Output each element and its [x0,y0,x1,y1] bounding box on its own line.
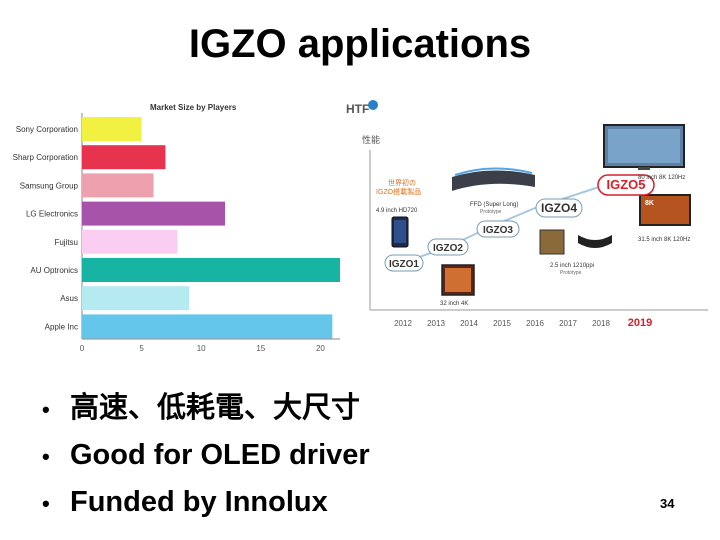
bullet-list: • 高速、低耗電、大尺寸 • Good for OLED driver • Funde… [42,385,370,526]
chart-category-label: LG Electronics [26,210,78,219]
svg-text:HTF: HTF [346,102,369,116]
bullet-item: • Good for OLED driver [42,439,370,471]
note-ffd: FFD (Super Long) [470,202,518,208]
note-phone: 4.9 inch HD720 [376,208,418,214]
chart-x-tick-label: 0 [80,344,85,353]
chart-title: Market Size by Players [150,103,237,112]
note-world-first-2: IGZO搭載製品 [376,187,421,196]
y-axis-label: 性能 [362,134,380,145]
slide-title: IGZO applications [188,22,532,66]
timeline-year-label: 2015 [493,319,511,328]
bullet-text: Good for OLED driver [70,439,370,471]
chart-bar [82,314,333,339]
chart-bar [82,258,340,282]
svg-text:IGZO3: IGZO3 [483,225,513,236]
svg-text:IGZO1: IGZO1 [389,259,419,270]
chart-category-label: Fujitsu [54,238,78,247]
phone-image [391,216,409,248]
bullet-item: • Funded by Innolux [42,486,328,518]
ffd-image [452,167,535,191]
note-tv-large: 80 inch 8K 120Hz [638,175,685,181]
chart-bar [82,201,226,226]
ppi-image [539,229,612,255]
page-number: 34 [660,496,675,511]
chart-x-tick-label: 15 [256,344,265,353]
timeline-year-label: 2017 [559,319,577,328]
note-ffd-sub: Prototype [480,209,502,215]
node-igzo3: IGZO3 [476,220,520,238]
note-tv-small: 31.5 inch 8K 120Hz [638,237,690,243]
chart-x-ticks: 0510152025 [80,344,326,353]
chart-category-label: Samsung Group [20,181,79,190]
svg-text:IGZO5: IGZO5 [606,177,645,192]
chart-bars [82,117,340,339]
chart-x-tick-label: 5 [139,344,144,353]
note-world-first-1: 世界初の [388,178,416,187]
chart-x-tick-label: 20 [316,344,325,353]
bullet-text: Funded by Innolux [70,486,328,518]
svg-text:8K: 8K [645,200,654,207]
chart-bar [82,286,190,311]
monitor-image [441,264,475,296]
chart-bar [82,173,154,198]
igzo-timeline: HTF 性能 2012 2013 2014 2015 2016 2017 2018 2019 … [346,100,708,329]
chart-category-label: Sony Corporation [16,125,78,134]
timeline-year-label: 2014 [460,319,478,328]
timeline-year-label: 2012 [394,319,412,328]
chart-bar [82,145,166,170]
chart-x-tick-label: 10 [197,344,206,353]
svg-text:IGZO4: IGZO4 [541,201,577,215]
market-size-chart: Market Size by Players Sony CorporationS… [13,103,340,353]
timeline-years: 2012 2013 2014 2015 2016 2017 2018 2019 [394,317,652,329]
bullet-item: • 高速、低耗電、大尺寸 [42,392,361,424]
timeline-year-label: 2019 [628,317,652,329]
chart-category-label: Sharp Corporation [13,153,78,162]
chart-category-labels: Sony Corporation Sharp Corporation Samsung… [13,125,79,331]
chart-bar [82,229,178,254]
note-ppi: 2.5 inch 1210ppi [550,263,594,269]
note-monitor: 32 inch 4K [440,301,468,307]
htf-logo: HTF [346,100,378,116]
timeline-year-label: 2016 [526,319,544,328]
chart-bar [82,117,142,141]
node-igzo5: IGZO5 [597,174,655,196]
timeline-year-label: 2018 [592,319,610,328]
node-igzo2: IGZO2 [427,238,469,256]
bullet-text: 高速、低耗電、大尺寸 [70,392,361,424]
timeline-year-label: 2013 [427,319,445,328]
svg-text:IGZO2: IGZO2 [433,243,463,254]
chart-category-label: Apple Inc [45,322,78,331]
chart-category-label: AU Optronics [30,266,78,275]
note-ppi-sub: Prototype [560,270,582,276]
node-igzo4: IGZO4 [535,198,583,218]
tv-large-image [603,124,685,170]
chart-category-label: Asus [60,294,78,303]
tv-small-image: 8K [639,194,691,226]
node-igzo1: IGZO1 [384,254,424,272]
